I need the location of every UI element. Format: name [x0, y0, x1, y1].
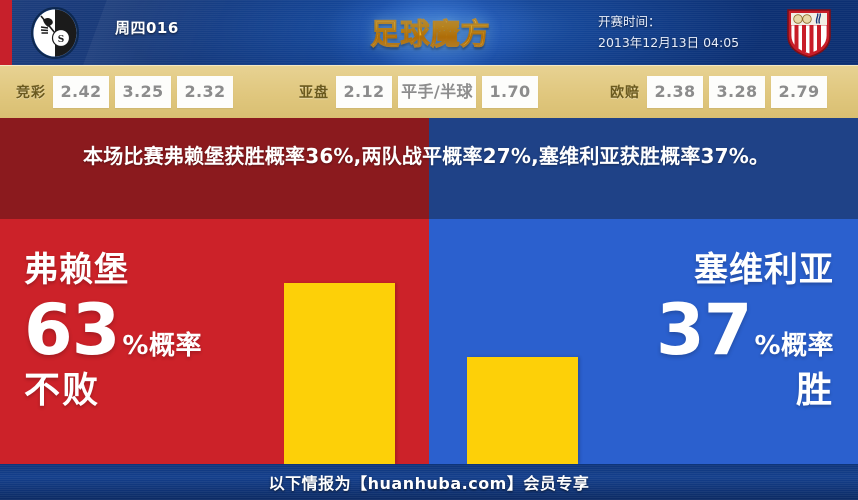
probability-row-right: 37 %概率: [656, 295, 834, 365]
sevilla-crest-icon: [787, 9, 831, 58]
odds-cell-yapan-home[interactable]: 2.12: [336, 76, 392, 108]
kickoff-info: 开赛时间： 2013年12月13日 04:05: [598, 11, 739, 53]
footer-text: 以下情报为【huanhuba.com】会员专享: [268, 474, 590, 493]
svg-text:S: S: [58, 35, 65, 45]
odds-group-oupei: 欧赔 2.38 3.28 2.79: [610, 76, 833, 108]
bar-left-probability: [284, 283, 395, 464]
probability-value-right: 37: [656, 289, 752, 371]
odds-cell-jingcai-home[interactable]: 2.42: [53, 76, 109, 108]
odds-group-title: 亚盘: [299, 85, 329, 101]
odds-cell-oupei-away[interactable]: 2.79: [771, 76, 827, 108]
header-left-red-strip: [0, 0, 12, 65]
description-left-half: [0, 118, 429, 219]
probability-value-left: 63: [24, 289, 120, 371]
description-text: 本场比赛弗赖堡获胜概率36%,两队战平概率27%,塞维利亚获胜概率37%。: [83, 144, 770, 168]
odds-cell-yapan-away[interactable]: 1.70: [482, 76, 538, 108]
probability-row-left: 63 %概率: [24, 295, 202, 365]
probability-suffix-right: %概率: [754, 331, 834, 361]
description-band: 本场比赛弗赖堡获胜概率36%,两队战平概率27%,塞维利亚获胜概率37%。: [0, 118, 858, 219]
header-bar: S 周四016 足球魔方 开赛时间： 2013年12月13日 04:05: [0, 0, 858, 65]
team-name-left: 弗赖堡: [24, 250, 129, 290]
match-label: 周四016: [115, 19, 179, 37]
probability-suffix-left: %概率: [122, 331, 202, 361]
odds-cell-oupei-home[interactable]: 2.38: [647, 76, 703, 108]
footer-bar: 以下情报为【huanhuba.com】会员专享: [0, 464, 858, 500]
odds-group-title: 竞彩: [16, 85, 46, 101]
main-panel: 弗赖堡 63 %概率 不败 塞维利亚 37 %概率 胜: [0, 219, 858, 464]
brand-logo: 足球魔方: [358, 10, 503, 54]
kickoff-label: 开赛时间：: [598, 14, 661, 29]
outcome-label-left: 不败: [24, 370, 101, 411]
odds-group-jingcai: 竞彩 2.42 3.25 2.32: [16, 76, 239, 108]
team-name-right: 塞维利亚: [694, 250, 834, 290]
description-right-half: [429, 118, 858, 219]
team-block-left: 弗赖堡 63 %概率 不败: [24, 249, 202, 413]
odds-cell-oupei-draw[interactable]: 3.28: [709, 76, 765, 108]
odds-group-yapan: 亚盘 2.12 平手/半球 1.70: [299, 76, 544, 108]
odds-bar: 竞彩 2.42 3.25 2.32 亚盘 2.12 平手/半球 1.70 欧赔 …: [0, 65, 858, 118]
odds-cell-yapan-handicap[interactable]: 平手/半球: [398, 76, 476, 108]
outcome-label-right: 胜: [795, 370, 834, 411]
freiburg-crest-icon: S: [31, 7, 79, 59]
kickoff-value: 2013年12月13日 04:05: [598, 35, 740, 50]
bar-right-probability: [467, 357, 578, 464]
header-glow: [330, 0, 540, 65]
team-block-right: 塞维利亚 37 %概率 胜: [656, 249, 834, 413]
odds-cell-jingcai-away[interactable]: 2.32: [177, 76, 233, 108]
odds-cell-jingcai-draw[interactable]: 3.25: [115, 76, 171, 108]
brand-logo-text: 足球魔方: [370, 11, 490, 53]
odds-group-title: 欧赔: [610, 85, 640, 101]
